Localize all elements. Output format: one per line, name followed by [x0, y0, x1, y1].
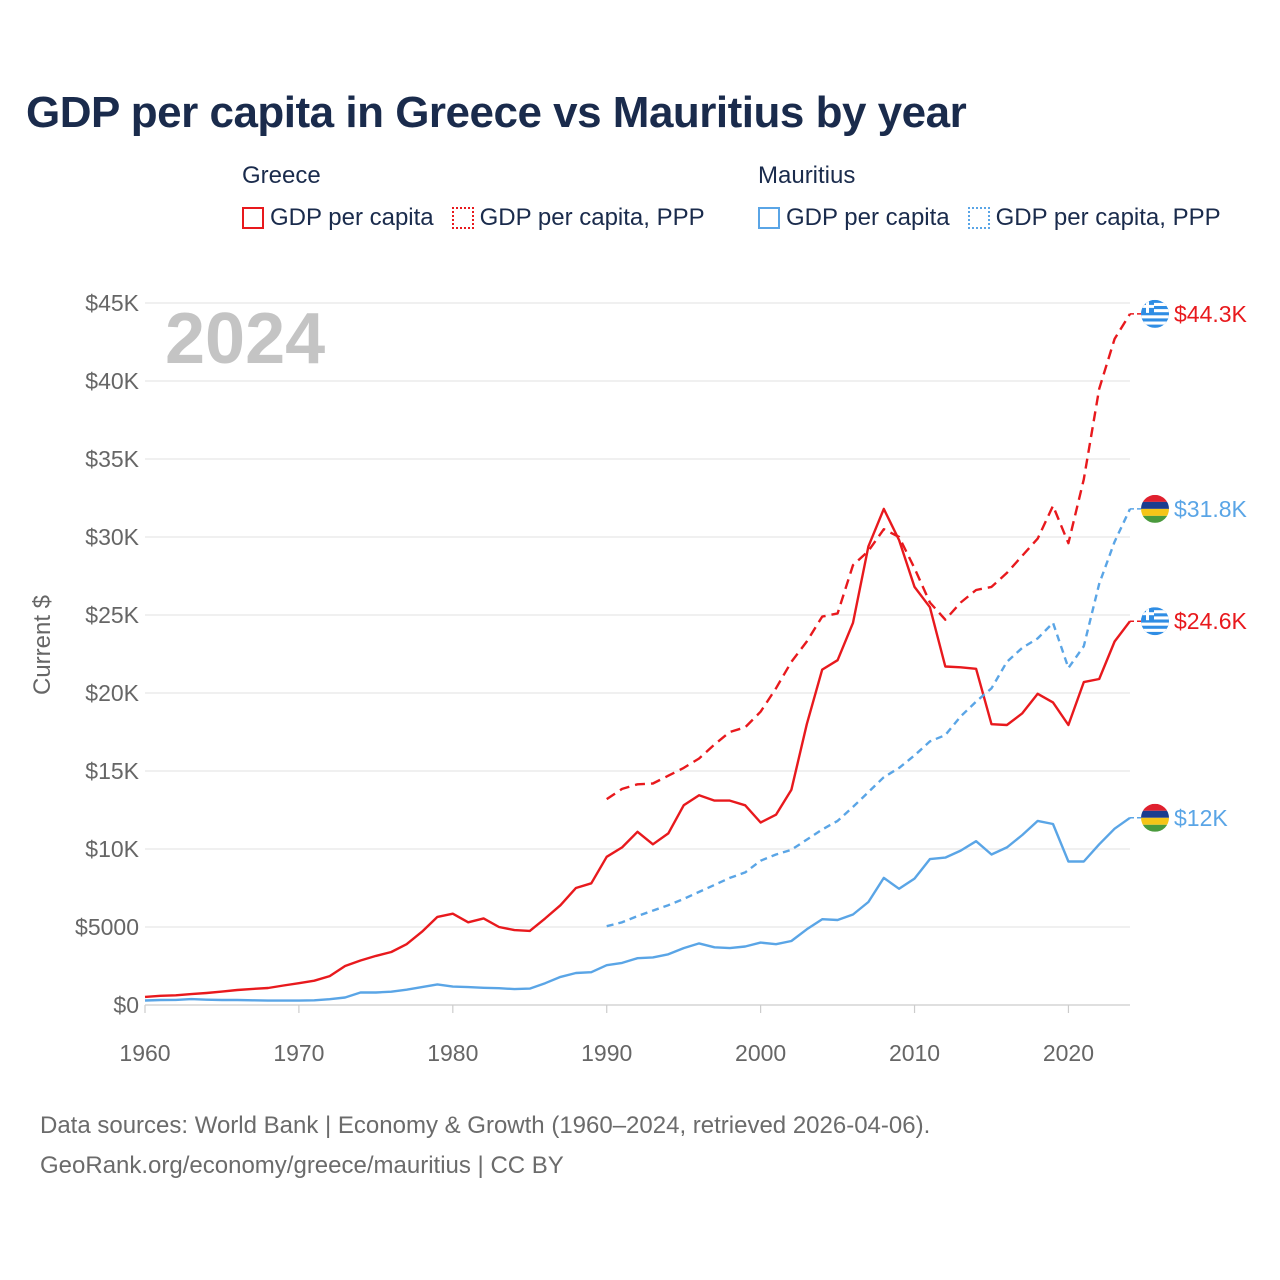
legend-item-mauritius-gdp[interactable]: GDP per capita	[758, 204, 950, 232]
y-tick-label: $20K	[85, 680, 139, 706]
legend-swatch-solid	[242, 207, 264, 229]
series-line-1[interactable]	[606, 313, 1132, 801]
x-tick-label: 2020	[1043, 1040, 1094, 1066]
y-tick-label: $0	[113, 992, 139, 1018]
legend-swatch-dotted	[451, 207, 474, 229]
series-end-label: $44.3K	[1174, 301, 1248, 327]
series-line-3[interactable]	[606, 508, 1132, 928]
series-end-label: $31.8K	[1174, 496, 1248, 522]
legend-group-name: Greece	[242, 162, 321, 189]
x-tick-label: 2010	[889, 1040, 940, 1066]
series-group	[144, 313, 1132, 1002]
footer-link[interactable]: GeoRank.org/economy/greece/mauritius | C…	[40, 1152, 564, 1179]
series-line-0[interactable]	[144, 507, 1131, 999]
legend-item-label: GDP per capita, PPP	[995, 204, 1221, 231]
y-tick-label: $15K	[85, 758, 139, 784]
series-end-label: $24.6K	[1174, 608, 1248, 634]
legend-item-label: GDP per capita, PPP	[479, 204, 705, 231]
x-axis: 1960 1970 1980 1990 2000 2010 2020	[119, 1005, 1094, 1066]
y-tick-label: $25K	[85, 602, 139, 628]
legend-item-greece-gdp[interactable]: GDP per capita	[242, 204, 434, 232]
footer-sources: Data sources: World Bank | Economy & Gro…	[40, 1112, 931, 1139]
legend-swatch-dotted	[967, 207, 990, 229]
legend-group-name: Mauritius	[758, 162, 856, 189]
greece-flag-icon	[1141, 299, 1169, 328]
series-end-label: $12K	[1174, 805, 1228, 831]
y-tick-label: $40K	[85, 368, 139, 394]
mauritius-flag-icon	[1141, 494, 1169, 523]
x-tick-label: 1980	[427, 1040, 478, 1066]
y-tick-label: $30K	[85, 524, 139, 550]
y-tick-label: $5000	[75, 914, 139, 940]
chart-title: GDP per capita in Greece vs Mauritius by…	[26, 88, 967, 137]
y-tick-label: $45K	[85, 290, 139, 316]
gridlines	[145, 302, 1130, 1006]
x-tick-label: 2000	[735, 1040, 786, 1066]
y-tick-label: $10K	[85, 836, 139, 862]
legend-swatch-solid	[758, 207, 780, 229]
legend-item-label: GDP per capita	[270, 204, 434, 231]
x-tick-label: 1990	[581, 1040, 632, 1066]
legend-group-mauritius: Mauritius GDP per capita GDP per capita,…	[758, 162, 1221, 232]
footer: Data sources: World Bank | Economy & Gro…	[40, 1106, 930, 1186]
y-axis: $0 $5000 $10K $15K $20K $25K $30K $35K $40K $45K	[75, 290, 140, 1018]
y-axis-label: Current $	[29, 595, 56, 695]
legend-item-label: GDP per capita	[786, 204, 950, 231]
legend-item-mauritius-gdp-ppp[interactable]: GDP per capita, PPP	[967, 204, 1221, 232]
x-tick-label: 1970	[273, 1040, 324, 1066]
legend-item-greece-gdp-ppp[interactable]: GDP per capita, PPP	[451, 204, 705, 232]
greece-flag-icon	[1141, 607, 1169, 636]
mauritius-flag-icon	[1141, 803, 1169, 832]
end-labels: $24.6K $44.3K $12K $31.8K	[1130, 299, 1248, 832]
legend-group-greece: Greece GDP per capita GDP per capita, PP…	[242, 162, 705, 232]
year-watermark: 2024	[165, 299, 325, 379]
y-tick-label: $35K	[85, 446, 139, 472]
series-line-2[interactable]	[144, 816, 1131, 1002]
x-tick-label: 1960	[119, 1040, 170, 1066]
